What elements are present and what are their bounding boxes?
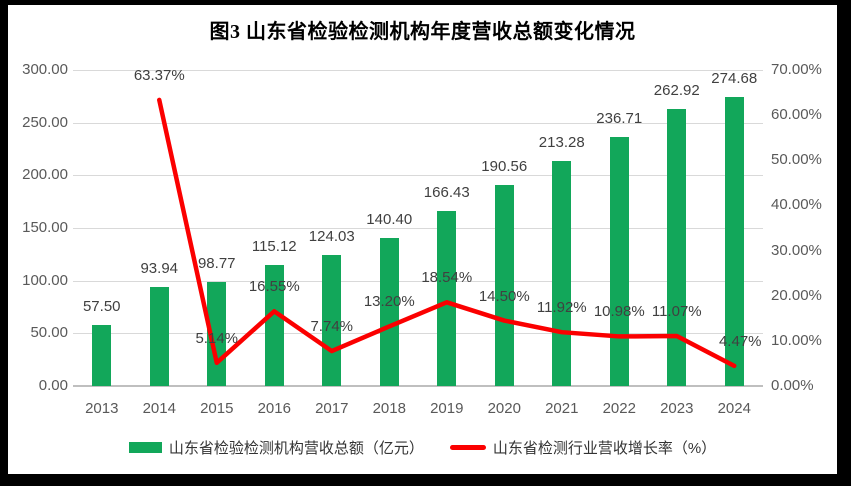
bar-series-label: 山东省检验检测机构营收总额（亿元）	[168, 439, 424, 457]
bar-series-swatch	[128, 441, 162, 453]
line-label-2016: 16.55%	[248, 278, 300, 296]
y-axis-tick-left: 0.00	[38, 377, 68, 394]
bar-label-2023: 262.92	[653, 82, 700, 100]
bar-label-2020: 190.56	[481, 158, 528, 176]
chart-legend: 山东省检验检测机构营收总额（亿元） 山东省检测行业营收增长率（%）	[8, 435, 837, 459]
line-series-swatch	[449, 444, 486, 450]
y-axis-tick-left: 150.00	[22, 219, 68, 236]
bar-label-2017: 124.03	[308, 228, 355, 246]
y-axis-tick-right: 10.00%	[771, 331, 822, 349]
y-axis-tick-right: 70.00%	[771, 61, 822, 78]
y-axis-tick-right: 20.00%	[771, 286, 822, 304]
legend-item-revenue: 山东省检验检测机构营收总额（亿元）	[128, 437, 424, 458]
y-axis-tick-right: 30.00%	[771, 241, 822, 259]
legend-item-growth: 山东省检测行业营收增长率（%）	[449, 437, 717, 458]
line-label-2015: 5.14%	[195, 329, 239, 347]
x-axis-label-2020: 2020	[487, 400, 521, 417]
line-label-2019: 18.54%	[421, 269, 473, 287]
x-axis-label-2017: 2017	[315, 400, 349, 417]
x-axis-label-2014: 2014	[142, 400, 176, 417]
gridline	[73, 175, 763, 177]
x-axis-label-2015: 2015	[200, 400, 234, 417]
x-axis-label-2022: 2022	[602, 400, 636, 417]
bar-label-2018: 140.40	[366, 211, 413, 229]
bar-label-2024: 274.68	[711, 69, 758, 87]
line-label-2014: 63.37%	[133, 66, 185, 84]
bar-label-2013: 57.50	[82, 298, 121, 316]
bar-2021	[552, 161, 572, 386]
y-axis-tick-right: 60.00%	[771, 106, 822, 124]
bar-label-2022: 236.71	[596, 109, 643, 127]
y-axis-tick-left: 250.00	[22, 113, 68, 131]
line-label-2020: 14.50%	[478, 287, 530, 305]
line-label-2023: 11.07%	[651, 303, 702, 321]
bar-label-2019: 166.43	[423, 183, 470, 201]
bar-2014	[149, 287, 169, 386]
x-axis-label-2019: 2019	[430, 400, 464, 417]
line-label-2018: 13.20%	[363, 293, 415, 311]
line-label-2017: 7.74%	[310, 318, 354, 336]
x-axis-label-2013: 2013	[85, 400, 119, 417]
bar-2022	[609, 136, 629, 386]
y-axis-tick-right: 40.00%	[771, 196, 822, 214]
y-axis-tick-right: 0.00%	[771, 377, 814, 394]
gridline	[73, 122, 763, 124]
line-label-2021: 11.92%	[536, 299, 587, 317]
bar-label-2015: 98.77	[197, 254, 236, 272]
x-axis-label-2018: 2018	[372, 400, 406, 417]
bar-2018	[379, 238, 399, 386]
x-axis-line	[73, 385, 763, 387]
x-axis-label-2023: 2023	[660, 400, 694, 417]
y-axis-tick-left: 300.00	[22, 61, 68, 78]
line-label-2022: 10.98%	[593, 303, 645, 321]
y-axis-tick-left: 50.00	[30, 324, 68, 342]
y-axis-tick-right: 50.00%	[771, 151, 822, 169]
x-axis-label-2016: 2016	[257, 400, 291, 417]
bar-label-2021: 213.28	[538, 134, 585, 152]
y-axis-tick-left: 200.00	[22, 166, 68, 184]
x-axis-label-2024: 2024	[717, 400, 751, 417]
gridline	[73, 70, 763, 71]
chart-title: 图3 山东省检验检测机构年度营收总额变化情况	[209, 21, 636, 43]
x-axis-label-2021: 2021	[545, 400, 579, 417]
bar-2020	[494, 185, 514, 386]
bar-2023	[667, 109, 687, 386]
line-series-label: 山东省检测行业营收增长率（%）	[492, 439, 717, 457]
bar-2013	[92, 325, 112, 386]
bar-2019	[437, 210, 457, 386]
line-label-2024: 4.47%	[718, 332, 762, 350]
y-axis-tick-left: 100.00	[22, 271, 68, 289]
